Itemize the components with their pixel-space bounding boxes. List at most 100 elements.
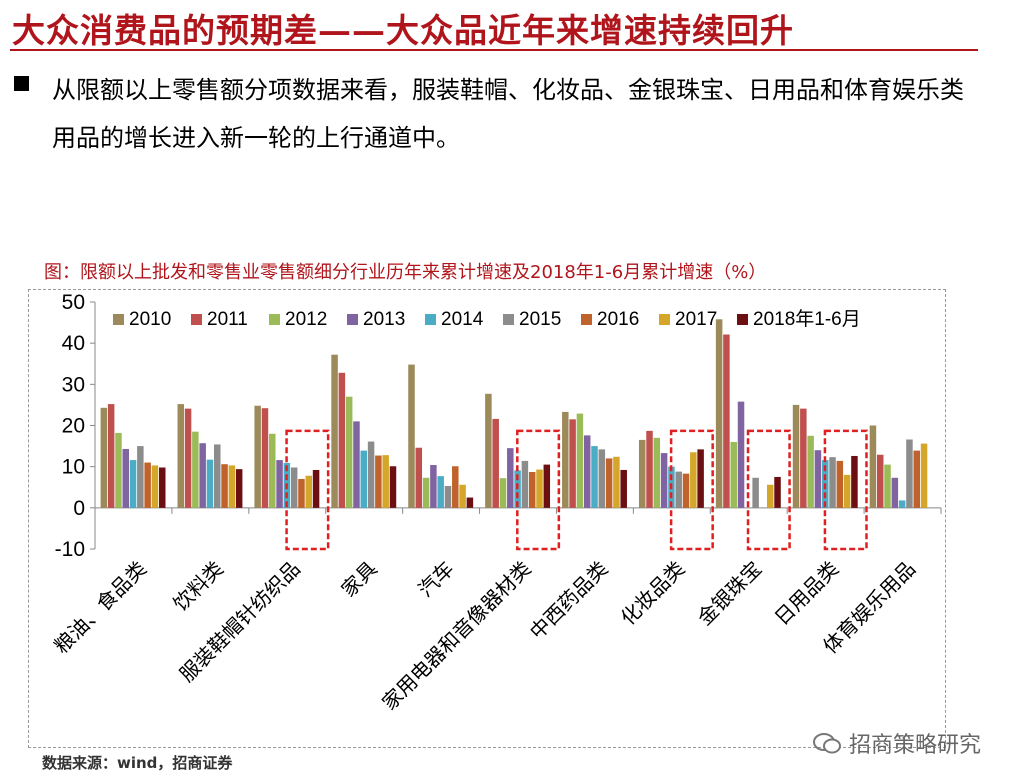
bar [576,413,584,508]
bar [507,448,514,508]
bar [338,372,346,508]
legend-swatch [503,314,514,325]
bar [151,465,159,508]
bar [920,443,928,508]
bar [375,455,382,508]
bar [137,446,144,508]
bar [382,455,389,508]
highlight-box [516,429,561,551]
bar [221,464,228,508]
watermark-text: 招商策略研究 [848,733,981,758]
bar [807,435,814,508]
bar [913,450,920,508]
legend-label: 2015 [519,309,561,330]
bar [562,411,569,508]
chart-frame: -10 0 10 20 30 40 50 粮油、食品类 饮料类 服装鞋帽针纺织品 家具 汽车 家用电器和… [28,289,946,748]
legend-swatch [425,314,436,325]
bar [144,462,151,508]
x-tick-label: 中西药品类 [525,556,613,644]
bar [697,449,704,508]
wechat-icon [812,733,841,754]
bar [107,404,115,508]
bar [891,477,899,508]
bar [766,484,774,508]
bar [466,497,474,508]
bar [184,408,192,508]
highlight-box [285,429,330,551]
legend-swatch [347,314,358,325]
bar [452,466,459,508]
bar [422,477,430,508]
x-tick-label: 粮油、食品类 [49,556,151,658]
bar [305,475,313,508]
bar [499,478,507,508]
x-tick-label: 日用品类 [770,556,844,630]
watermark: 招商策略研究 [812,727,981,759]
y-tick-label: 40 [62,332,85,355]
bar [682,473,690,508]
bar [206,459,214,508]
bar [836,460,844,508]
bar [254,405,261,508]
x-tick-label: 汽车 [413,556,458,601]
bar [906,439,913,508]
highlight-box [746,429,791,551]
legend-label: 2012 [285,309,327,330]
bar [437,476,444,508]
bar [192,431,199,508]
bar [774,476,781,508]
bar [298,479,305,508]
legend-label: 2011 [207,309,248,330]
x-tick-label: 家用电器和音像器材类 [377,556,535,714]
bar [792,404,800,508]
bar [723,334,730,508]
bar [752,477,759,508]
bullet-text: 从限额以上零售额分项数据来看，服装鞋帽、化妆品、金银珠宝、日用品和体育娱乐类用品… [52,76,964,152]
x-tick-label: 金银珠宝 [693,556,767,630]
bar [360,450,368,508]
x-tick-label: 饮料类 [169,556,228,615]
legend-swatch [113,314,124,325]
y-tick-label: 50 [62,291,85,314]
bar [800,408,807,508]
bar [521,460,529,508]
legend-label: 2017 [675,309,717,330]
bar [869,425,877,508]
bar [485,393,492,508]
bar [177,404,185,508]
legend-label: 2013 [363,309,405,330]
bar [269,433,276,508]
bar [730,441,737,508]
title-divider [10,49,978,51]
highlight-box [669,429,714,551]
bar [660,453,668,508]
x-tick-label: 化妆品类 [616,556,690,630]
bar [235,469,243,508]
bar [100,407,108,508]
bar [876,454,884,508]
bar [214,444,221,508]
bar [898,500,906,508]
legend-label: 2018年1-6月 [753,308,861,330]
bar [389,466,397,508]
legend-swatch [269,314,280,325]
bar [653,437,661,508]
bar [345,396,353,508]
legend-label: 2014 [441,309,484,330]
bar [536,469,543,508]
bar [605,458,613,508]
bar [122,448,130,508]
bullet-square-icon [14,76,29,91]
bar [367,441,375,508]
bar [829,457,836,508]
legend-label: 2010 [129,309,171,330]
bar [543,464,551,508]
source-note: 数据来源：wind，招商证券 [42,754,233,772]
bar [598,449,606,508]
bar [620,469,627,508]
chart-caption: 图：限额以上批发和零售业零售额细分行业历年来累计增速及2018年1-6月累计增速… [44,262,767,283]
bar [843,474,851,508]
bar [884,464,891,508]
bar [459,484,466,508]
bar [331,354,338,508]
